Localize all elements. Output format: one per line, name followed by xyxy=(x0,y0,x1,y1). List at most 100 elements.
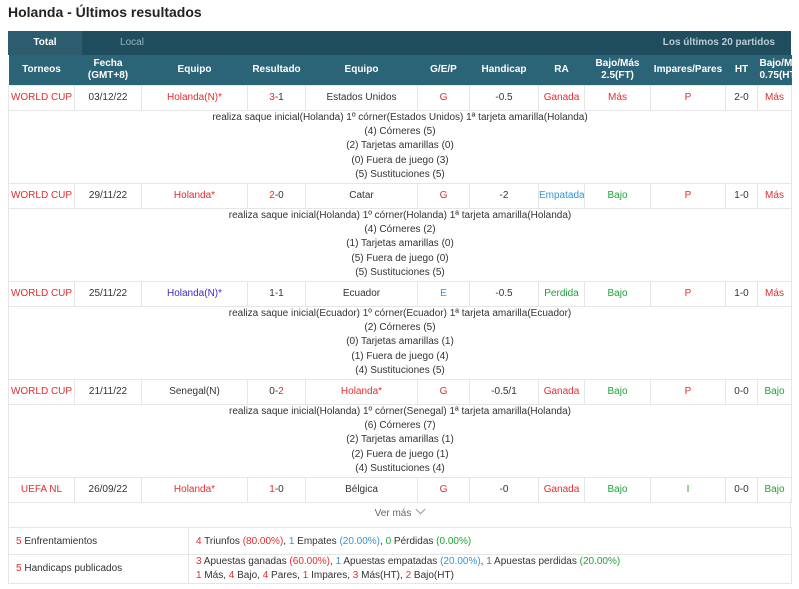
away-team-cell[interactable]: Catar xyxy=(305,182,418,209)
ht-cell: 0-0 xyxy=(725,476,758,503)
header-equipo-local: Equipo xyxy=(141,55,248,85)
gep-cell: E xyxy=(417,280,470,307)
match-details-row: realiza saque inicial(Ecuador) 1º córner… xyxy=(8,305,792,380)
header-handicap: Handicap xyxy=(469,55,539,85)
match-details: realiza saque inicial(Ecuador) 1º córner… xyxy=(8,305,792,380)
torneo-cell[interactable]: WORLD CUP xyxy=(8,182,75,209)
summary-values: 3 Apuestas ganadas (60.00%), 1 Apuestas … xyxy=(188,554,792,584)
detail-line: (2) Tarjetas amarillas (1) xyxy=(346,434,454,446)
match-row[interactable]: WORLD CUP 21/11/22 Senegal(N) 0-2 Holanda* G -… xyxy=(8,378,792,405)
chevron-down-icon xyxy=(415,504,426,515)
tab-bar: Total Local Los últimos 20 partidos xyxy=(8,31,791,55)
summary-row-enfrentamientos: 5 Enfrentamientos 4 Triunfos (80.00%), 1… xyxy=(8,527,792,555)
header-ht: HT xyxy=(725,55,758,85)
bajo-mas-ft-cell: Bajo xyxy=(584,476,651,503)
home-team-cell[interactable]: Holanda* xyxy=(141,476,248,503)
ht-cell: 1-0 xyxy=(725,280,758,307)
detail-line: realiza saque inicial(Holanda) 1º córner… xyxy=(228,209,572,221)
away-team-cell[interactable]: Estados Unidos xyxy=(305,84,418,111)
resultado-cell: 3-1 xyxy=(247,84,306,111)
home-team-cell[interactable]: Holanda(N)* xyxy=(141,280,248,307)
last-matches-label: Los últimos 20 partidos xyxy=(662,37,775,48)
match-details-row: realiza saque inicial(Holanda) 1º córner… xyxy=(8,109,792,184)
away-team-cell[interactable]: Holanda* xyxy=(305,378,418,405)
home-team-cell[interactable]: Senegal(N) xyxy=(141,378,248,405)
match-details-row: realiza saque inicial(Holanda) 1º córner… xyxy=(8,403,792,478)
bajo-mas-ht-cell: Más xyxy=(757,84,792,111)
detail-line: (0) Tarjetas amarillas (1) xyxy=(346,336,454,348)
bajo-mas-ht-cell: Más xyxy=(757,280,792,307)
impares-pares-cell: P xyxy=(650,182,726,209)
fecha-cell: 25/11/22 xyxy=(74,280,142,307)
tab-total[interactable]: Total xyxy=(8,31,82,55)
gep-cell: G xyxy=(417,378,470,405)
ver-mas-label: Ver más xyxy=(374,508,412,519)
header-fecha: Fecha (GMT+8) xyxy=(74,55,142,85)
detail-line: (4) Sustituciones (4) xyxy=(355,463,445,475)
results-table: Torneos Fecha (GMT+8) Equipo Resultado Eq… xyxy=(8,55,799,503)
handicap-cell: -0 xyxy=(469,476,539,503)
detail-line: (6) Córneres (7) xyxy=(364,420,436,431)
handicap-cell: -0.5/1 xyxy=(469,378,539,405)
torneo-cell[interactable]: WORLD CUP xyxy=(8,84,75,111)
header-ra: RA xyxy=(538,55,585,85)
handicap-cell: -0.5 xyxy=(469,84,539,111)
summary-label: 5 Enfrentamientos xyxy=(8,527,189,555)
header-bajo-mas-ht: Bajo/Más0.75(HT) xyxy=(757,55,799,85)
fecha-cell: 03/12/22 xyxy=(74,84,142,111)
bajo-mas-ht-cell: Bajo xyxy=(757,378,792,405)
detail-line: (4) Córneres (5) xyxy=(364,125,436,137)
header-impares-pares: Impares/Pares xyxy=(650,55,726,85)
detail-line: (2) Fuera de juego (1) xyxy=(351,448,449,460)
bajo-mas-ht-cell: Bajo xyxy=(757,476,792,503)
torneo-cell[interactable]: WORLD CUP xyxy=(8,280,75,307)
detail-line: realiza saque inicial(Holanda) 1º córner… xyxy=(229,405,571,417)
ra-cell: Empatada xyxy=(538,182,585,209)
ra-cell: Ganada xyxy=(538,378,585,405)
bajo-mas-ft-cell: Bajo xyxy=(584,182,651,209)
resultado-cell: 0-2 xyxy=(247,378,306,405)
detail-line: (2) Córneres (5) xyxy=(364,321,436,333)
bajo-mas-ht-cell: Más xyxy=(757,182,792,209)
resultado-cell: 1-1 xyxy=(247,280,306,307)
header-bajo-mas-ft: Bajo/Más 2.5(FT) xyxy=(584,55,651,85)
impares-pares-cell: P xyxy=(650,84,726,111)
home-team-cell[interactable]: Holanda* xyxy=(141,182,248,209)
handicap-cell: -2 xyxy=(469,182,539,209)
torneo-cell[interactable]: UEFA NL xyxy=(8,476,75,503)
gep-cell: G xyxy=(417,182,470,209)
table-header: Torneos Fecha (GMT+8) Equipo Resultado Eq… xyxy=(8,55,799,85)
detail-line: (0) Fuera de juego (3) xyxy=(351,154,449,166)
ra-cell: Ganada xyxy=(538,84,585,111)
bajo-mas-ft-cell: Bajo xyxy=(584,378,651,405)
match-row[interactable]: WORLD CUP 25/11/22 Holanda(N)* 1-1 Ecuador E -… xyxy=(8,280,792,307)
fecha-cell: 26/09/22 xyxy=(74,476,142,503)
match-details-row: realiza saque inicial(Holanda) 1º córner… xyxy=(8,207,792,282)
ra-cell: Perdida xyxy=(538,280,585,307)
ht-cell: 0-0 xyxy=(725,378,758,405)
detail-line: realiza saque inicial(Ecuador) 1º córner… xyxy=(228,307,572,319)
bajo-mas-ft-cell: Más xyxy=(584,84,651,111)
tab-local[interactable]: Local xyxy=(120,37,144,48)
torneo-cell[interactable]: WORLD CUP xyxy=(8,378,75,405)
fecha-cell: 21/11/22 xyxy=(74,378,142,405)
header-equipo-visitante: Equipo xyxy=(305,55,418,85)
ht-cell: 1-0 xyxy=(725,182,758,209)
bajo-mas-ft-cell: Bajo xyxy=(584,280,651,307)
impares-pares-cell: P xyxy=(650,280,726,307)
match-row[interactable]: UEFA NL 26/09/22 Holanda* 1-0 Bélgica G -0 Gana… xyxy=(8,476,792,503)
gep-cell: G xyxy=(417,84,470,111)
ra-cell: Ganada xyxy=(538,476,585,503)
match-row[interactable]: WORLD CUP 29/11/22 Holanda* 2-0 Catar G -2 Empa… xyxy=(8,182,792,209)
home-team-cell[interactable]: Holanda(N)* xyxy=(141,84,248,111)
detail-line: (4) Córneres (2) xyxy=(364,223,436,235)
away-team-cell[interactable]: Ecuador xyxy=(305,280,418,307)
away-team-cell[interactable]: Bélgica xyxy=(305,476,418,503)
ver-mas-button[interactable]: Ver más xyxy=(8,501,791,527)
summary-row-handicaps: 5 Handicaps publicados 3 Apuestas ganada… xyxy=(8,554,792,584)
resultado-cell: 1-0 xyxy=(247,476,306,503)
detail-line: (5) Sustituciones (5) xyxy=(355,267,445,279)
handicap-cell: -0.5 xyxy=(469,280,539,307)
match-row[interactable]: WORLD CUP 03/12/22 Holanda(N)* 3-1 Estados U… xyxy=(8,84,792,111)
match-details: realiza saque inicial(Holanda) 1º córner… xyxy=(8,207,792,282)
